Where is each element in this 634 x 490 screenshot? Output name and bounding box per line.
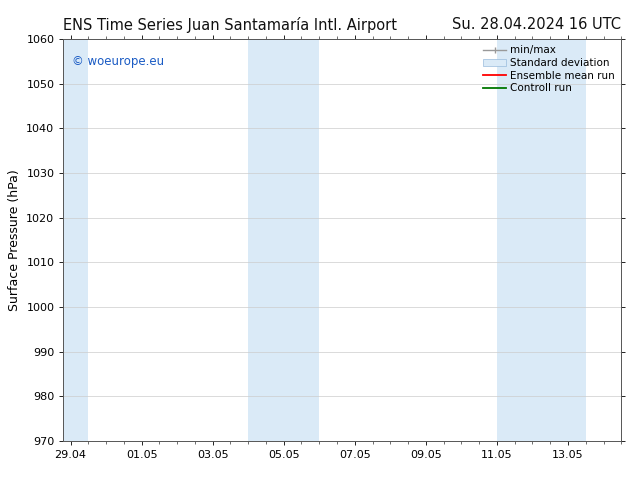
Bar [248,39,320,441]
Bar [63,39,88,441]
Text: Su. 28.04.2024 16 UTC: Su. 28.04.2024 16 UTC [452,17,621,32]
Y-axis label: Surface Pressure (hPa): Surface Pressure (hPa) [8,169,21,311]
Legend: min/max, Standard deviation, Ensemble mean run, Controll run: min/max, Standard deviation, Ensemble me… [480,42,618,97]
Bar [497,39,586,441]
Text: © woeurope.eu: © woeurope.eu [72,55,164,68]
Text: ENS Time Series Juan Santamaría Intl. Airport: ENS Time Series Juan Santamaría Intl. Ai… [63,17,398,33]
